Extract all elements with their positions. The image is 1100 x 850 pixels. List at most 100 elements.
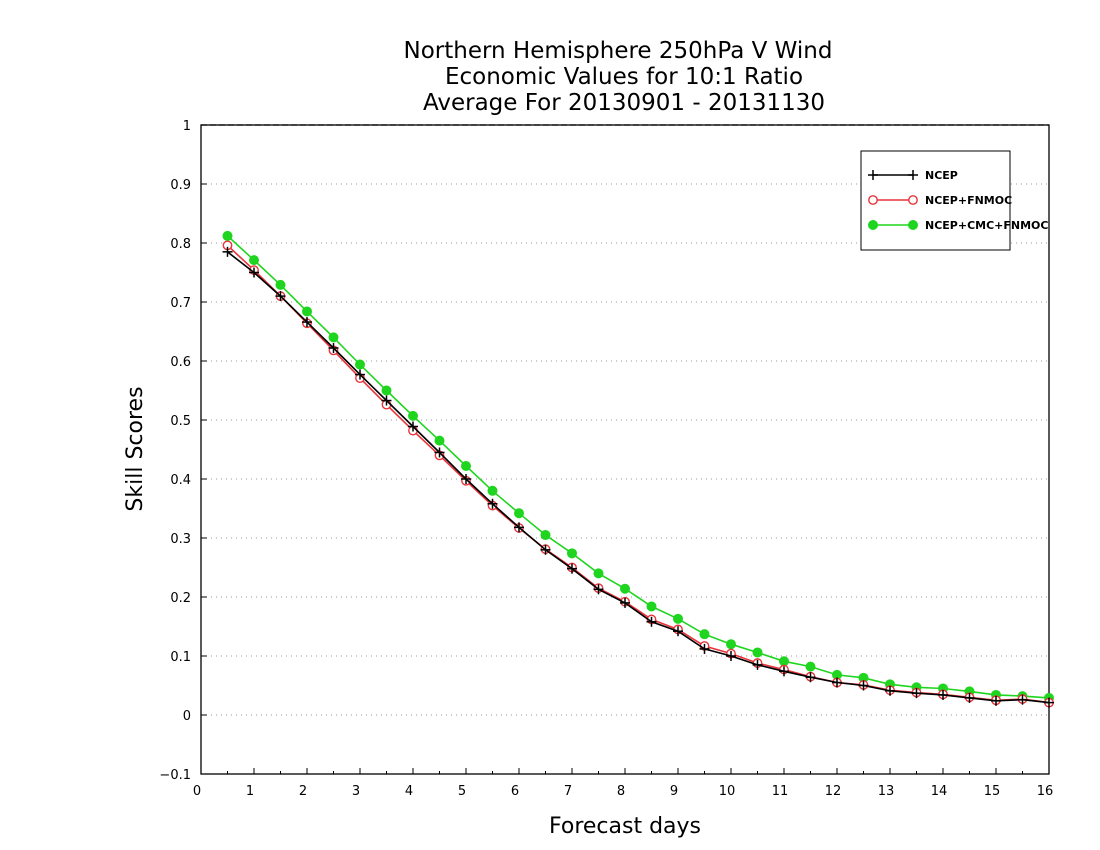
data-point [752,647,763,658]
y-tick-label: 0 [183,709,191,724]
x-tick-label: 8 [617,784,625,799]
series-ncep-fnmoc [222,240,1054,708]
data-point [249,267,259,278]
series-line [227,251,1050,704]
y-tick-label: 0.6 [170,355,191,370]
y-tick-label: 1 [183,119,191,134]
data-point [911,688,922,699]
legend-label: NCEP [925,169,958,182]
series-ncep-cmc-fnmoc [222,230,1054,703]
x-tick-label: 13 [878,784,895,799]
legend-marker [868,195,878,205]
data-point [408,421,418,432]
data-point [805,661,816,672]
legend-marker [908,220,918,230]
data-point [381,395,392,406]
series-line [226,235,1050,699]
data-point [275,279,286,290]
x-tick-label: 4 [405,784,413,799]
legend-marker [868,220,878,230]
data-point [434,435,445,446]
data-point [514,522,524,533]
data-point [938,689,948,700]
data-point [408,410,418,421]
data-point [779,656,789,667]
title-line-2: Economic Values for 10:1 Ratio [445,64,803,90]
legend-entry: NCEP [868,169,958,182]
data-point [328,332,339,343]
x-tick-label: 15 [984,784,1001,799]
x-tick-label: 7 [564,784,572,799]
data-point [1017,694,1028,705]
data-point [964,692,975,703]
data-point [620,583,630,594]
data-point [673,613,683,624]
y-tick-label: 0.9 [170,178,191,193]
y-tick-label: 0.5 [170,414,191,429]
x-tick-label: 5 [458,784,466,799]
x-tick-label: 3 [352,784,360,799]
data-point [487,485,498,496]
data-point [461,461,471,472]
legend-marker [908,195,918,205]
y-axis-label: Skill Scores [123,386,148,511]
data-point [381,385,392,396]
x-tick-label: 10 [719,784,736,799]
data-point [222,230,233,241]
y-tick-label: 0.8 [170,237,191,252]
data-point [805,672,816,683]
x-tick-label: 12 [825,784,842,799]
legend-entry: NCEP+FNMOC [868,194,1012,207]
data-point [514,508,524,519]
legend-label: NCEP+FNMOC [925,194,1012,207]
data-point [593,584,604,595]
x-tick-label: 0 [193,784,201,799]
x-tick-label: 6 [511,784,519,799]
data-point [779,666,789,677]
title-line-1: Northern Hemisphere 250hPa V Wind [404,38,833,64]
data-point [593,568,604,579]
data-point [434,447,445,458]
legend-label: NCEP+CMC+FNMOC [925,219,1048,232]
data-point [858,680,869,691]
data-point [487,498,498,509]
y-tick-label: −0.1 [159,768,191,783]
data-point [275,291,286,302]
data-point [1044,697,1054,708]
data-point [302,317,312,328]
data-point [222,246,233,257]
series-line [226,244,1050,704]
x-tick-label: 14 [931,784,948,799]
data-point [328,343,339,354]
data-point [355,369,365,380]
data-point [540,530,551,541]
data-point [832,677,842,688]
legend-marker [908,170,918,180]
data-point [885,685,895,696]
data-point [249,255,259,266]
y-tick-label: 0.4 [170,473,191,488]
data-point [567,548,577,559]
x-tick-label: 9 [670,784,678,799]
y-tick-label: 0.2 [170,591,191,606]
data-point [302,306,312,317]
data-point [726,639,736,650]
chart-title: Northern Hemisphere 250hPa V Wind Econom… [404,38,833,116]
legend: NCEP NCEP+FNMOC NCEP+CMC+FNMOC [860,150,1048,251]
data-point [355,359,365,370]
y-tick-label: 0.1 [170,650,191,665]
data-point [991,695,1001,706]
data-point [567,563,577,574]
legend-entry: NCEP+CMC+FNMOC [868,219,1048,232]
data-point [646,616,657,627]
series-ncep [222,246,1054,708]
data-point [620,597,630,608]
x-tick-label: 1 [246,784,254,799]
data-point [540,544,551,555]
x-axis: 0 1 2 3 4 5 6 7 8 9 10 11 12 13 14 15 16 [193,768,1053,799]
data-point [673,626,683,637]
y-tick-label: 0.7 [170,296,191,311]
series-layer [222,230,1054,708]
data-point [699,629,710,640]
